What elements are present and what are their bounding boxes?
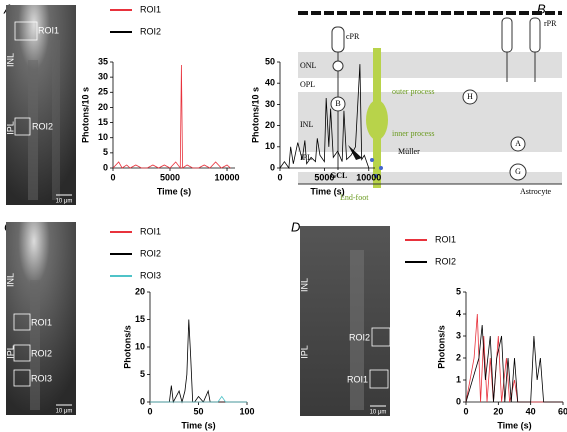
cell-label: A [515, 139, 521, 148]
roi-label: ROI1 [38, 25, 59, 35]
roi-label: ROI1 [31, 317, 52, 327]
micrograph: INL IPL ROI2 ROI1 10 μm [299, 226, 391, 416]
y-tick-label: 35 [98, 56, 108, 66]
y-tick-label: 30 [98, 72, 108, 82]
y-tick-label: 4 [456, 308, 461, 318]
y-axis-title: Photons/10 s [250, 87, 260, 143]
layer-label: ONL [300, 61, 317, 70]
y-tick-label: 20 [265, 120, 275, 130]
x-tick-label: 0 [463, 406, 468, 416]
x-tick-label: 60 [558, 406, 567, 416]
scale-label: 10 μm [370, 410, 387, 416]
x-tick-label: 0 [277, 172, 282, 182]
micrograph: INL IPL ROI1 ROI2 10 μm [5, 5, 76, 205]
y-tick-label: 0 [270, 162, 275, 172]
y-tick-label: 0 [103, 162, 108, 172]
scale-label: 10 μm [56, 199, 73, 205]
legend-label: ROI2 [140, 26, 161, 36]
layer-label: IPL [299, 345, 309, 359]
y-tick-label: 15 [98, 117, 108, 127]
layer-label: IPL [5, 345, 15, 359]
x-tick-label: 50 [193, 406, 203, 416]
panel-label: D [291, 219, 300, 234]
y-tick-label: 30 [265, 99, 275, 109]
y-tick-label: 10 [135, 341, 145, 351]
process-label: outer process [392, 87, 434, 96]
y-tick-label: 2 [456, 352, 461, 362]
x-tick-label: 20 [493, 406, 503, 416]
data-line [279, 64, 370, 170]
y-axis-title: Photons/10 s [80, 87, 90, 143]
y-tick-label: 5 [103, 147, 108, 157]
x-axis-title: Time (s) [497, 420, 531, 430]
layer-label: OPL [300, 80, 315, 89]
cell-label: G [515, 167, 521, 176]
x-tick-label: 100 [239, 406, 254, 416]
layer-label: INL [5, 53, 15, 67]
layer-label: INL [5, 273, 15, 287]
legend-label: ROI2 [435, 256, 456, 266]
y-tick-label: 1 [456, 374, 461, 384]
roi-label: ROI2 [32, 121, 53, 131]
y-tick-label: 5 [140, 369, 145, 379]
legend-label: ROI1 [435, 234, 456, 244]
x-axis-title: Time (s) [157, 186, 191, 196]
legend-label: ROI2 [140, 248, 161, 258]
y-tick-label: 0 [456, 396, 461, 406]
layer-label: INL [299, 278, 309, 292]
x-tick-label: 5000 [314, 172, 334, 182]
cell-label: H [467, 92, 473, 101]
cell-label: Müller [398, 147, 420, 156]
y-tick-label: 25 [98, 87, 108, 97]
scale-label: 10 μm [56, 409, 73, 415]
y-tick-label: 3 [456, 330, 461, 340]
data-line [150, 319, 247, 404]
cell-label: cPR [346, 32, 360, 41]
y-tick-label: 50 [265, 56, 275, 66]
x-axis-title: Time (s) [310, 186, 344, 196]
y-tick-label: 40 [265, 78, 275, 88]
x-tick-label: 0 [147, 406, 152, 416]
layer-label: GCL [330, 171, 347, 180]
data-line [112, 65, 231, 170]
cell-label: rPR [544, 19, 557, 28]
layer-label: IPL [5, 121, 15, 135]
y-tick-label: 20 [135, 286, 145, 296]
y-axis-title: Photons/s [122, 325, 132, 369]
legend-label: ROI1 [140, 4, 161, 14]
process-label: inner process [392, 129, 434, 138]
data-line [150, 395, 247, 403]
roi-label: ROI2 [31, 348, 52, 358]
x-tick-label: 5000 [160, 172, 180, 182]
roi-label: ROI1 [347, 374, 368, 384]
retina-diagram: cPR rPR ONL OPL INL IPL GCL H B A G oute… [298, 11, 562, 202]
x-tick-label: 40 [526, 406, 536, 416]
y-tick-label: 10 [265, 141, 275, 151]
roi-label: ROI3 [31, 373, 52, 383]
panel-label: B [537, 1, 546, 16]
cell-label: B [335, 99, 340, 108]
process-label: End-foot [340, 193, 369, 202]
data-line [465, 324, 563, 403]
x-tick-label: 10000 [215, 172, 240, 182]
roi-label: ROI2 [349, 332, 370, 342]
y-tick-label: 10 [98, 132, 108, 142]
x-tick-label: 10000 [356, 172, 381, 182]
legend-label: ROI1 [140, 226, 161, 236]
y-tick-label: 20 [98, 102, 108, 112]
y-tick-label: 5 [456, 286, 461, 296]
x-tick-label: 0 [110, 172, 115, 182]
layer-label: INL [300, 120, 313, 129]
cell-label: Astrocyte [520, 187, 552, 196]
micrograph: INL IPL ROI1 ROI2 ROI3 10 μm [5, 222, 76, 415]
x-axis-title: Time (s) [181, 420, 215, 430]
y-axis-title: Photons/s [436, 325, 446, 369]
y-tick-label: 15 [135, 314, 145, 324]
y-tick-label: 0 [140, 396, 145, 406]
legend-label: ROI3 [140, 270, 161, 280]
